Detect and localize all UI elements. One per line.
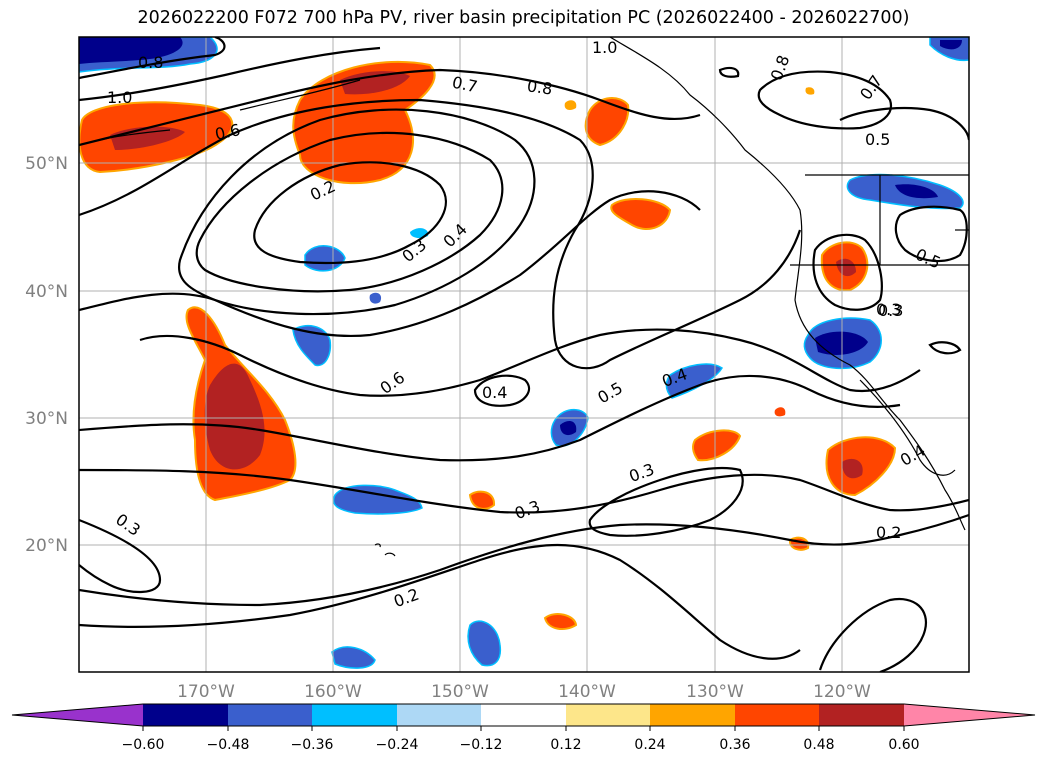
colorbar-segment [566, 704, 650, 726]
contour-label: 0.8 [526, 76, 554, 98]
lat-labels: 50°N 40°N 30°N 20°N [25, 154, 68, 556]
contour-label: 0.4 [482, 383, 507, 402]
colorbar-tick-label: −0.24 [376, 737, 419, 753]
contour-label: 0.3 [878, 301, 903, 320]
colorbar-segment [481, 704, 566, 726]
colorbar-tick-label: 0.48 [803, 737, 834, 753]
colorbar-extend-low [12, 704, 143, 726]
map-title: 2026022200 F072 700 hPa PV, river basin … [137, 8, 910, 28]
pv-contours [79, 37, 969, 672]
lon-labels: 170°W 160°W 150°W 140°W 130°W 120°W [177, 682, 871, 702]
lon-label-140w: 140°W [558, 682, 616, 702]
colorbar-tick-label: −0.48 [207, 737, 250, 753]
colorbar-tick-label: 0.36 [719, 737, 750, 753]
map-frame [78, 36, 970, 673]
colorbar-segment [397, 704, 481, 726]
lon-label-160w: 160°W [304, 682, 362, 702]
colorbar-segment [650, 704, 735, 726]
colorbar-extend-high [904, 704, 1035, 726]
lat-label-20n: 20°N [25, 536, 68, 556]
contour-label: 1.0 [592, 38, 617, 57]
lon-label-130w: 130°W [686, 682, 744, 702]
contour-label: 0.2 [876, 523, 901, 542]
colorbar-tick-label: 0.60 [888, 737, 919, 753]
colorbar-segment [143, 704, 228, 726]
contour-label: 0.7 [450, 73, 479, 97]
colorbar-tick-label: −0.12 [460, 737, 503, 753]
colorbar-segment [819, 704, 904, 726]
lon-label-120w: 120°W [813, 682, 871, 702]
colorbar-tick-label: −0.60 [122, 737, 165, 753]
lat-label-50n: 50°N [25, 154, 68, 174]
precipitation-shading [79, 37, 969, 669]
lon-label-150w: 150°W [431, 682, 489, 702]
colorbar-segment [312, 704, 397, 726]
lat-label-30n: 30°N [25, 409, 68, 429]
lat-label-40n: 40°N [25, 282, 68, 302]
colorbar: −0.60 −0.48 −0.36 −0.24 −0.12 0.12 0.24 … [11, 703, 1036, 753]
contour-label: 0.8 [138, 53, 163, 72]
colorbar-segment [228, 704, 312, 726]
lon-label-170w: 170°W [177, 682, 235, 702]
contour-label: 0.5 [865, 130, 890, 149]
contour-label: 1.0 [107, 88, 132, 107]
colorbar-tick-label: 0.24 [634, 737, 665, 753]
contour-label: 0.6 [213, 120, 242, 144]
colorbar-tick-label: 0.12 [550, 737, 581, 753]
contour-label: 0.3 [876, 300, 901, 319]
colorbar-segment [735, 704, 819, 726]
colorbar-tick-label: −0.36 [291, 737, 334, 753]
